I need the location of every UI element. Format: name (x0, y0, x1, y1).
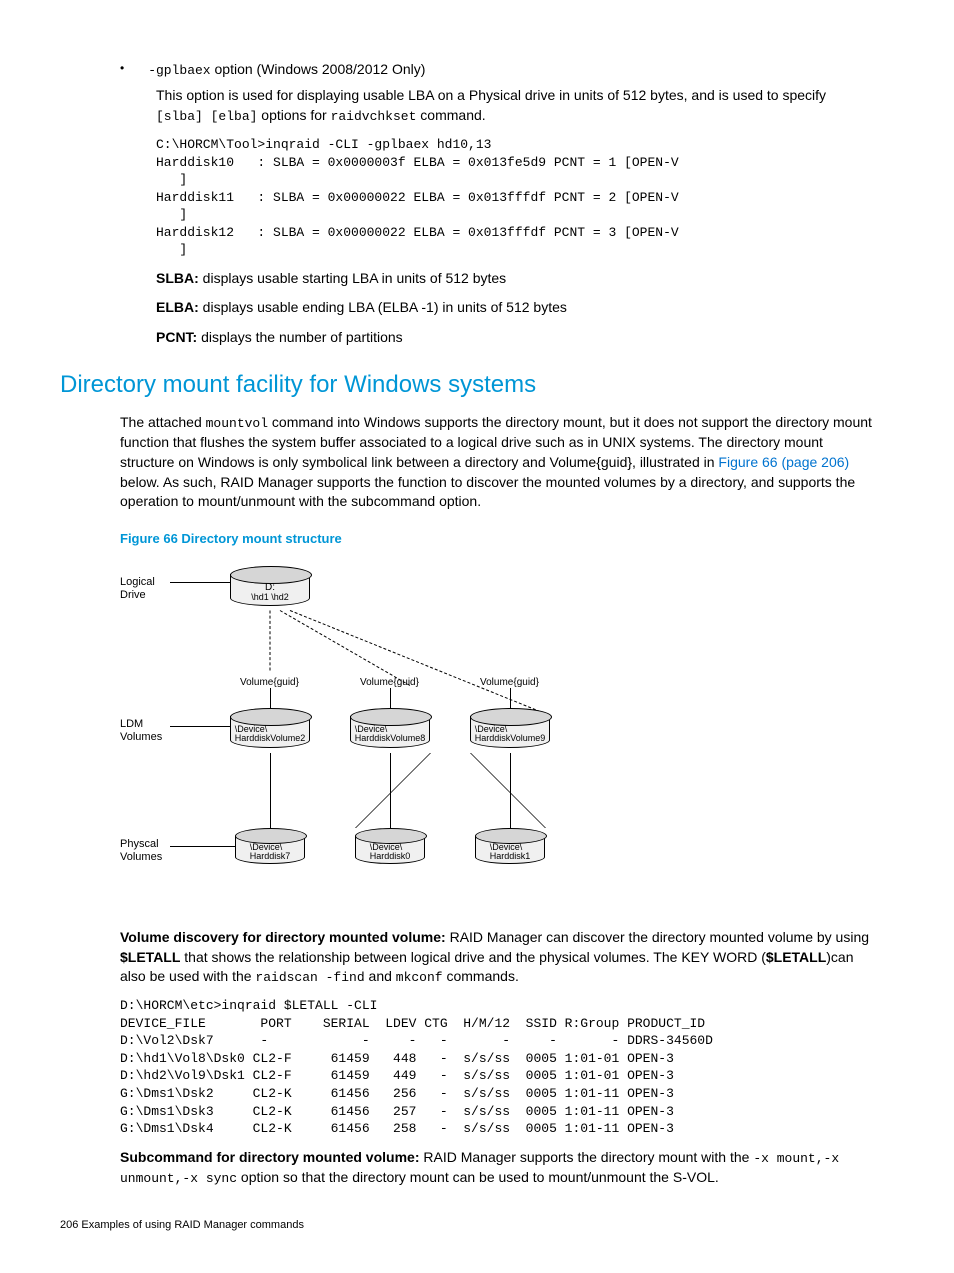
def-slba: SLBA: displays usable starting LBA in un… (156, 269, 874, 289)
text: commands. (443, 968, 519, 984)
option-code: -gplbaex (148, 63, 210, 78)
bold-text: Subcommand for directory mounted volume: (120, 1149, 419, 1165)
bullet-marker: • (120, 60, 124, 80)
diagram-directory-mount: Logical Drive LDM Volumes Physcal Volume… (120, 558, 620, 908)
text: options for (257, 107, 330, 123)
para-option-desc: This option is used for displaying usabl… (156, 86, 874, 126)
connector (170, 582, 230, 583)
para-directory-mount: The attached mountvol command into Windo… (120, 413, 874, 512)
connector (290, 610, 541, 712)
text: that shows the relationship between logi… (180, 949, 765, 965)
bold-text: Volume discovery for directory mounted v… (120, 929, 446, 945)
text: RAID Manager can discover the directory … (446, 929, 869, 945)
term: SLBA: (156, 270, 199, 286)
figure-caption: Figure 66 Directory mount structure (120, 530, 874, 548)
connector (280, 610, 410, 686)
para-volume-discovery: Volume discovery for directory mounted v… (120, 928, 874, 987)
text: and (365, 968, 396, 984)
text: command. (416, 107, 485, 123)
inline-code: raidscan -find (255, 970, 364, 985)
connector (470, 753, 546, 828)
connector (270, 753, 271, 828)
label-ldm-volumes: LDM Volumes (120, 718, 162, 744)
bullet-text: -gplbaex option (Windows 2008/2012 Only) (148, 60, 425, 80)
def-pcnt: PCNT: displays the number of partitions (156, 328, 874, 348)
inline-code: [slba] [elba] (156, 109, 257, 124)
connector (270, 610, 271, 670)
def-text: displays the number of partitions (197, 329, 402, 345)
term: ELBA: (156, 299, 199, 315)
option-desc: option (Windows 2008/2012 Only) (211, 61, 426, 77)
connector (270, 688, 271, 708)
inline-code: raidvchkset (331, 109, 417, 124)
label-logical-drive: Logical Drive (120, 576, 155, 602)
figure-link[interactable]: Figure 66 (page 206) (718, 454, 849, 470)
page-footer: 206 Examples of using RAID Manager comma… (60, 1218, 874, 1233)
text: option so that the directory mount can b… (237, 1169, 719, 1185)
def-text: displays usable starting LBA in units of… (199, 270, 506, 286)
text: RAID Manager supports the directory moun… (419, 1149, 753, 1165)
bold-text: $LETALL (766, 949, 826, 965)
code-block-letall: D:\HORCM\etc>inqraid $LETALL -CLI DEVICE… (120, 997, 874, 1137)
inline-code: mountvol (206, 416, 268, 431)
connector (510, 753, 511, 828)
def-elba: ELBA: displays usable ending LBA (ELBA -… (156, 298, 874, 318)
connector (170, 846, 235, 847)
def-text: displays usable ending LBA (ELBA -1) in … (199, 299, 567, 315)
section-heading: Directory mount facility for Windows sys… (60, 368, 874, 402)
text: The attached (120, 414, 206, 430)
inline-code: mkconf (396, 970, 443, 985)
code-block-inqraid: C:\HORCM\Tool>inqraid -CLI -gplbaex hd10… (156, 136, 874, 259)
connector (510, 688, 511, 708)
connector (390, 688, 391, 708)
bold-text: $LETALL (120, 949, 180, 965)
connector (355, 753, 431, 828)
bullet-item: • -gplbaex option (Windows 2008/2012 Onl… (120, 60, 874, 80)
para-subcommand: Subcommand for directory mounted volume:… (120, 1148, 874, 1188)
label-physical-volumes: Physcal Volumes (120, 838, 162, 864)
text: below. As such, RAID Manager supports th… (120, 474, 855, 510)
connector (170, 726, 230, 727)
text: This option is used for displaying usabl… (156, 87, 826, 103)
term: PCNT: (156, 329, 197, 345)
